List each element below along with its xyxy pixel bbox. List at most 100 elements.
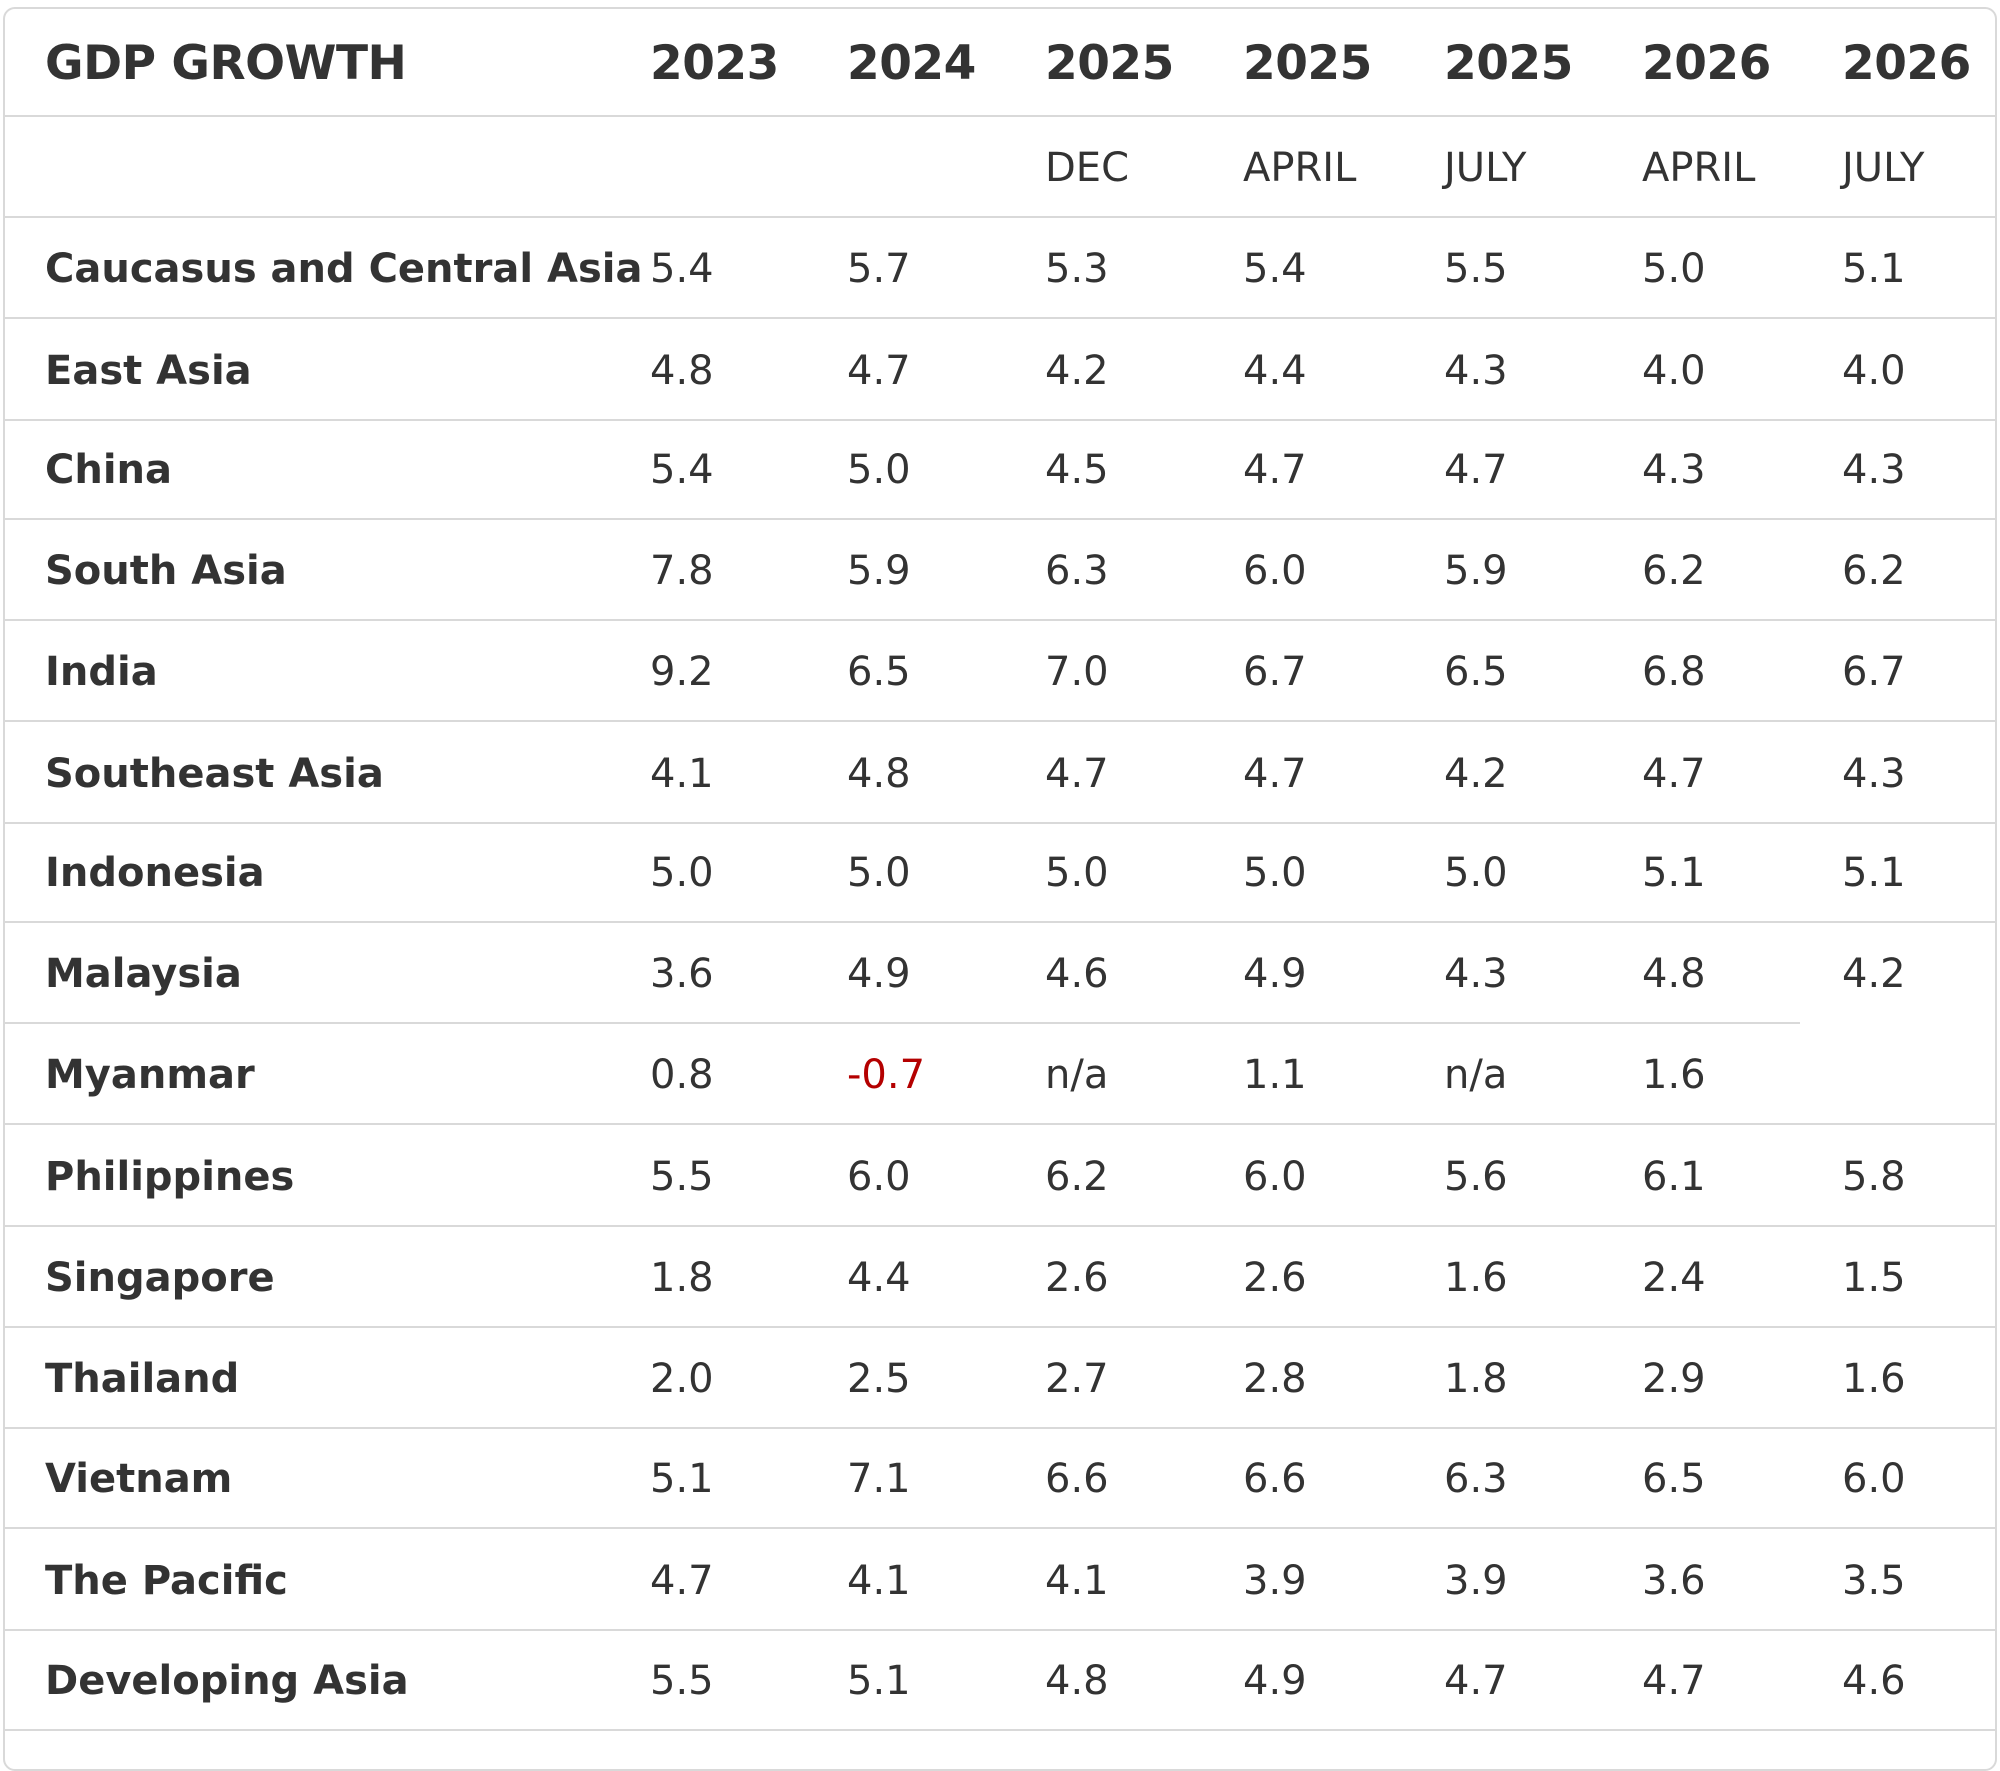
table-cell-value: 4.1	[1045, 1557, 1109, 1604]
table-cell-value: 5.1	[1842, 849, 1906, 896]
table-cell-value: 2.5	[847, 1355, 911, 1402]
row-divider	[5, 921, 1995, 923]
table-cell-value: 5.0	[847, 446, 911, 493]
table-row: East Asia 4.8 4.7 4.2 4.4 4.3 4.0 4.0	[5, 320, 1995, 421]
table-header-row: GDP GROWTH 2023 2024 2025 2025 2025 2026 2026	[5, 9, 1995, 117]
table-cell-value: 7.0	[1045, 648, 1109, 695]
table-row: Indonesia 5.0 5.0 5.0 5.0 5.0 5.1 5.1	[5, 822, 1995, 923]
table-cell-value: 6.3	[1444, 1455, 1508, 1502]
table-cell-value: 4.5	[1045, 446, 1109, 493]
table-cell-value: 5.0	[1444, 849, 1508, 896]
column-year-header: 2026	[1842, 35, 1971, 91]
table-cell-value: 4.8	[650, 347, 714, 394]
table-cell-value: 7.8	[650, 547, 714, 594]
region-label: Philippines	[45, 1153, 295, 1200]
row-divider	[5, 1527, 1995, 1529]
table-cell-value: 5.0	[847, 849, 911, 896]
row-divider	[5, 1629, 1995, 1631]
table-cell-value: 6.2	[1045, 1153, 1109, 1200]
row-divider	[5, 317, 1995, 319]
column-sub-header: APRIL	[1642, 144, 1756, 191]
table-cell-value: 3.5	[1842, 1557, 1906, 1604]
column-year-header: 2026	[1642, 35, 1771, 91]
table-cell-value: 6.0	[847, 1153, 911, 1200]
table-cell-value: 3.6	[650, 950, 714, 997]
row-divider	[5, 419, 1995, 421]
table-cell-value: 4.7	[1444, 1657, 1508, 1704]
table-cell-value: 3.9	[1243, 1557, 1307, 1604]
table-cell-value: 4.7	[1243, 446, 1307, 493]
table-cell-value: 0.8	[650, 1051, 714, 1098]
table-cell-value: 9.2	[650, 648, 714, 695]
table-cell-value: 7.1	[847, 1455, 911, 1502]
table-row: Malaysia 3.6 4.9 4.6 4.9 4.3 4.8 4.2	[5, 923, 1995, 1024]
table-cell-value: 5.3	[1045, 245, 1109, 292]
table-cell-value: -0.7	[847, 1051, 926, 1098]
region-label: Vietnam	[45, 1455, 233, 1502]
gdp-growth-table: GDP GROWTH 2023 2024 2025 2025 2025 2026 2026 …	[3, 7, 1997, 1771]
table-cell-value: 4.7	[1045, 750, 1109, 797]
table-row: Myanmar 0.8 -0.7 n/a 1.1 n/a 1.6	[5, 1024, 1995, 1125]
table-cell-value: 6.6	[1045, 1455, 1109, 1502]
table-subheader-row: DEC APRIL JULY APRIL JULY	[5, 117, 1995, 218]
table-cell-value: 2.8	[1243, 1355, 1307, 1402]
row-divider	[5, 1022, 1800, 1024]
table-cell-value: 6.0	[1243, 1153, 1307, 1200]
table-cell-value: 4.7	[1642, 1657, 1706, 1704]
table-cell-value: 6.8	[1642, 648, 1706, 695]
table-cell-value: 4.3	[1842, 446, 1906, 493]
region-label: Singapore	[45, 1254, 275, 1301]
table-cell-value: 4.3	[1444, 950, 1508, 997]
table-cell-value: 2.9	[1642, 1355, 1706, 1402]
table-cell-value: 4.0	[1642, 347, 1706, 394]
table-cell-value: 6.3	[1045, 547, 1109, 594]
region-label: Malaysia	[45, 950, 242, 997]
table-cell-value: 1.8	[1444, 1355, 1508, 1402]
row-divider	[5, 720, 1995, 722]
column-sub-header: APRIL	[1243, 144, 1357, 191]
table-cell-value: 6.7	[1243, 648, 1307, 695]
region-label: East Asia	[45, 347, 252, 394]
table-row: China 5.4 5.0 4.5 4.7 4.7 4.3 4.3	[5, 419, 1995, 520]
table-cell-value: 1.8	[650, 1254, 714, 1301]
table-cell-value: 1.6	[1444, 1254, 1508, 1301]
table-cell-value: 5.4	[650, 446, 714, 493]
region-label: Caucasus and Central Asia	[45, 245, 643, 292]
row-divider	[5, 1225, 1995, 1227]
table-row: Thailand 2.0 2.5 2.7 2.8 1.8 2.9 1.6	[5, 1328, 1995, 1429]
table-cell-value: 4.6	[1045, 950, 1109, 997]
table-cell-value: 6.5	[847, 648, 911, 695]
table-cell-value: 4.3	[1444, 347, 1508, 394]
table-cell-value: 4.2	[1444, 750, 1508, 797]
row-divider	[5, 518, 1995, 520]
table-cell-value: 4.1	[847, 1557, 911, 1604]
table-cell-value: 6.2	[1642, 547, 1706, 594]
table-cell-value: 4.9	[847, 950, 911, 997]
row-divider	[5, 1729, 1995, 1731]
table-row: Southeast Asia 4.1 4.8 4.7 4.7 4.2 4.7 4.3	[5, 723, 1995, 824]
table-cell-value: 5.6	[1444, 1153, 1508, 1200]
table-cell-value: 6.2	[1842, 547, 1906, 594]
table-cell-value: 4.9	[1243, 950, 1307, 997]
region-label: Developing Asia	[45, 1657, 409, 1704]
table-cell-value: 4.7	[1243, 750, 1307, 797]
column-sub-header: JULY	[1842, 144, 1925, 191]
table-cell-value: 2.6	[1243, 1254, 1307, 1301]
table-cell-value: 1.6	[1842, 1355, 1906, 1402]
table-cell-value: 4.7	[1642, 750, 1706, 797]
table-cell-value: 4.8	[1045, 1657, 1109, 1704]
column-sub-header: DEC	[1045, 144, 1130, 191]
table-cell-value: 5.1	[1642, 849, 1706, 896]
table-row: India 9.2 6.5 7.0 6.7 6.5 6.8 6.7	[5, 621, 1995, 722]
table-row: South Asia 7.8 5.9 6.3 6.0 5.9 6.2 6.2	[5, 520, 1995, 621]
table-cell-value: 5.5	[650, 1153, 714, 1200]
table-cell-value: 6.5	[1642, 1455, 1706, 1502]
column-year-header: 2025	[1045, 35, 1174, 91]
column-year-header: 2025	[1444, 35, 1573, 91]
column-year-header: 2025	[1243, 35, 1372, 91]
table-row: Vietnam 5.1 7.1 6.6 6.6 6.3 6.5 6.0	[5, 1428, 1995, 1529]
table-cell-value: 4.6	[1842, 1657, 1906, 1704]
table-cell-value: 2.4	[1642, 1254, 1706, 1301]
table-cell-value: 5.0	[1642, 245, 1706, 292]
table-row: Philippines 5.5 6.0 6.2 6.0 5.6 6.1 5.8	[5, 1126, 1995, 1227]
